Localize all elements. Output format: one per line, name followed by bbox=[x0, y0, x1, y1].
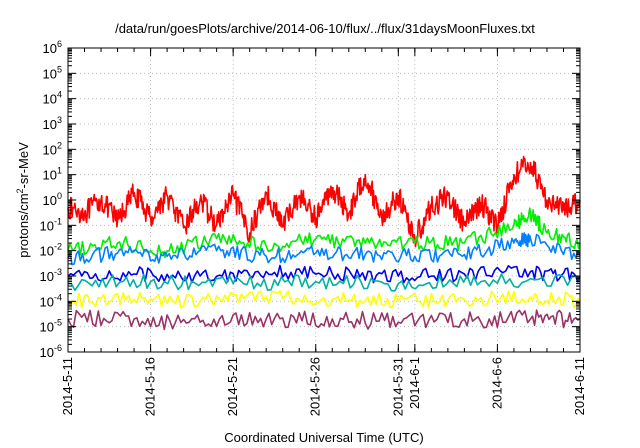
y-tick-label: 10-6 bbox=[40, 343, 62, 360]
y-tick-label-exp: -1 bbox=[54, 216, 62, 226]
y-tick-label-base: 10 bbox=[40, 244, 54, 259]
y-tick-label: 105 bbox=[43, 64, 62, 81]
y-tick-label-exp: -6 bbox=[54, 343, 62, 353]
series-line-6 bbox=[67, 290, 581, 309]
x-tick-label: 2014-6-11 bbox=[572, 357, 587, 415]
y-tick-label: 102 bbox=[43, 140, 62, 157]
x-tick-label: 2014-5-21 bbox=[225, 357, 240, 416]
y-tick-label-base: 10 bbox=[40, 320, 54, 335]
y-tick-label-base: 10 bbox=[40, 218, 54, 233]
y-tick-label: 10-3 bbox=[40, 267, 62, 284]
y-axis-label-rest: -sr-MeV bbox=[16, 142, 31, 189]
y-tick-label-exp: -2 bbox=[54, 242, 62, 252]
y-tick-label-exp: 3 bbox=[57, 115, 62, 125]
y-tick-label-base: 10 bbox=[43, 117, 57, 132]
y-tick-label-exp: 0 bbox=[57, 191, 62, 201]
series-line-1 bbox=[67, 155, 581, 248]
series-line-4 bbox=[67, 264, 581, 284]
y-axis-label-base: protons/cm bbox=[16, 193, 31, 257]
series-line-2 bbox=[67, 207, 581, 258]
y-tick-label: 101 bbox=[43, 166, 62, 183]
x-axis-label: Coordinated Universal Time (UTC) bbox=[224, 430, 423, 445]
y-tick-label-exp: 4 bbox=[57, 90, 62, 100]
chart-title: /data/run/goesPlots/archive/2014-06-10/f… bbox=[115, 21, 535, 36]
series-line-7 bbox=[67, 309, 581, 331]
y-tick-label-exp: 1 bbox=[57, 166, 62, 176]
y-axis: 10610510410310210110010-110-210-310-410-… bbox=[40, 39, 580, 360]
y-tick-label-exp: 2 bbox=[57, 140, 62, 150]
y-axis-label-sup: 2 bbox=[15, 188, 25, 193]
x-tick-label: 2014-5-26 bbox=[308, 357, 323, 416]
y-tick-label: 104 bbox=[43, 90, 62, 107]
x-tick-label: 2014-5-16 bbox=[143, 357, 158, 416]
y-tick-label: 106 bbox=[43, 39, 62, 56]
y-tick-label: 10-2 bbox=[40, 242, 62, 259]
x-tick-label: 2014-5-11 bbox=[60, 357, 75, 415]
y-tick-label: 100 bbox=[43, 191, 62, 208]
y-tick-label-base: 10 bbox=[43, 41, 57, 56]
y-tick-label-base: 10 bbox=[43, 193, 57, 208]
x-axis: 2014-5-11 2014-5-16 2014-5-21 2014-5-26 2014… bbox=[60, 48, 587, 416]
x-tick-label: 2014-6-1 bbox=[407, 357, 422, 409]
series-line-3 bbox=[67, 232, 581, 266]
y-tick-label-exp: -3 bbox=[54, 267, 62, 277]
series-group bbox=[67, 155, 581, 331]
x-tick-label: 2014-6-6 bbox=[489, 357, 504, 409]
y-tick-label-base: 10 bbox=[43, 142, 57, 157]
y-tick-label-exp: -5 bbox=[54, 318, 62, 328]
grid bbox=[68, 48, 580, 352]
y-tick-label-base: 10 bbox=[43, 92, 57, 107]
y-tick-label-base: 10 bbox=[40, 269, 54, 284]
y-tick-label: 10-5 bbox=[40, 318, 62, 335]
x-tick-label: 2014-5-31 bbox=[390, 357, 405, 416]
y-tick-label: 10-4 bbox=[40, 292, 62, 309]
y-tick-label-exp: 6 bbox=[57, 39, 62, 49]
y-tick-label-exp: -4 bbox=[54, 292, 62, 302]
y-tick-label: 103 bbox=[43, 115, 62, 132]
y-tick-label-base: 10 bbox=[40, 294, 54, 309]
series-line-5 bbox=[67, 273, 581, 292]
y-tick-label-base: 10 bbox=[43, 168, 57, 183]
y-tick-label-exp: 5 bbox=[57, 64, 62, 74]
y-tick-label-base: 10 bbox=[43, 66, 57, 81]
y-tick-label-base: 10 bbox=[40, 345, 54, 360]
y-tick-label: 10-1 bbox=[40, 216, 62, 233]
y-axis-label: protons/cm2-sr-MeV bbox=[15, 142, 31, 258]
